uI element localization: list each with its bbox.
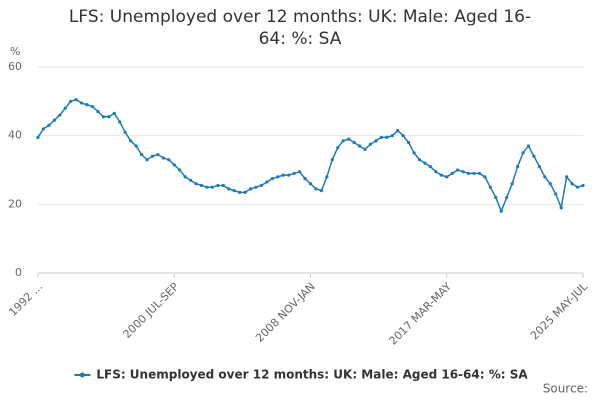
y-tick-label: 0 [15, 266, 22, 279]
x-tick-label: 2000 JUL-SEP [120, 280, 181, 341]
source: Source: [543, 382, 588, 396]
x-tick-label: 2017 MAR-MAY [386, 280, 454, 348]
y-tick-label: 40 [8, 129, 22, 142]
x-tick-label: 1992 ... [6, 280, 45, 319]
legend-marker [79, 372, 85, 378]
x-tick-label: 2008 NOV-JAN [253, 280, 318, 345]
y-tick-label: 20 [8, 197, 22, 210]
x-tick-label: 2025 MAY-JUL [528, 279, 591, 342]
line [36, 98, 585, 214]
y-axis-label: % [10, 45, 20, 58]
chart-title: LFS: Unemployed over 12 months: UK: Male… [68, 7, 532, 49]
legend-label: LFS: Unemployed over 12 months: UK: Male… [96, 368, 528, 382]
y-tick-label: 60 [8, 60, 22, 73]
